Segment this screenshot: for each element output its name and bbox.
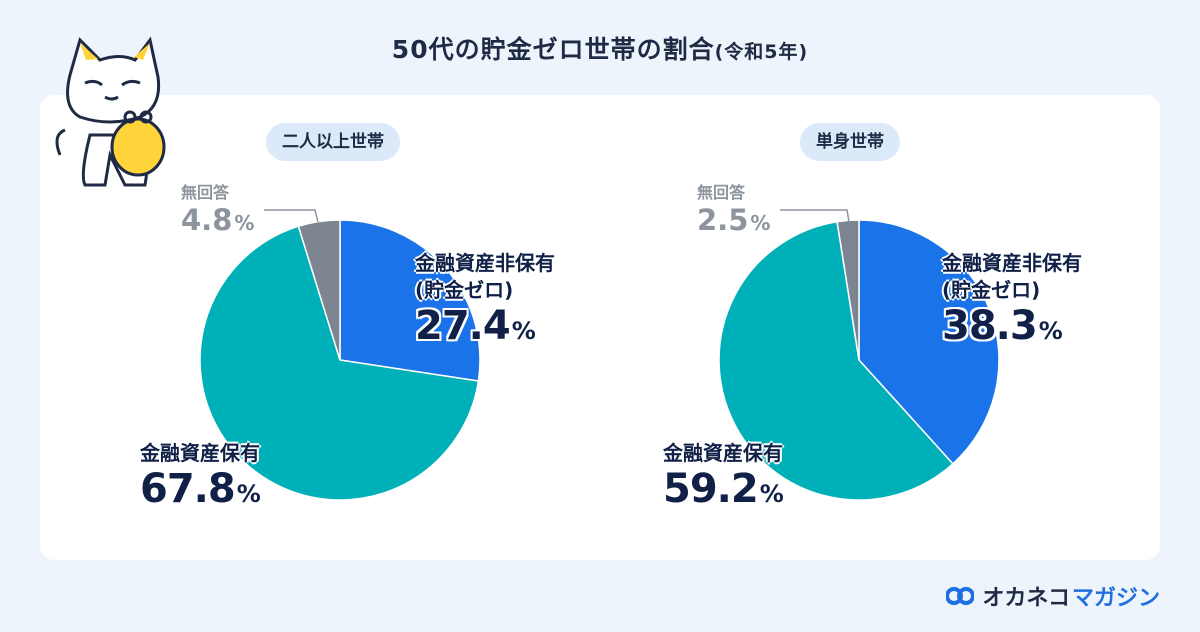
slice-value: 27.4 bbox=[415, 303, 511, 349]
chart-2-holding-label: 金融資産保有 59.2% bbox=[663, 440, 784, 516]
chart-title-main: 50代の貯金ゼロ世帯の割合 bbox=[391, 35, 715, 64]
noanswer-leader-line-1 bbox=[264, 209, 319, 223]
chart-title: 50代の貯金ゼロ世帯の割合(令和5年) bbox=[0, 30, 1200, 66]
slice-label: 金融資産保有 bbox=[663, 441, 783, 465]
slice-label-line1: 金融資産非保有 bbox=[415, 251, 555, 275]
chart-2-zero-label: 金融資産非保有 (貯金ゼロ) 38.3% bbox=[942, 250, 1082, 353]
slice-label-line1: 金融資産非保有 bbox=[942, 251, 1082, 275]
pie-slice-zero bbox=[339, 219, 481, 382]
pie-chart-single-households bbox=[718, 219, 1000, 501]
slice-unit: % bbox=[759, 480, 784, 508]
chart-2-noanswer-label: 無回答 2.5% bbox=[697, 183, 770, 240]
pie-slice-zero bbox=[858, 219, 1000, 465]
slice-label: 無回答 bbox=[697, 183, 746, 202]
pie-slice-noanswer bbox=[297, 219, 341, 361]
cat-mascot-icon bbox=[55, 36, 166, 187]
chart-1-zero-label: 金融資産非保有 (貯金ゼロ) 27.4% bbox=[415, 250, 555, 353]
slice-unit: % bbox=[234, 211, 255, 235]
chart-1-title-pill: 二人以上世帯 bbox=[266, 123, 400, 161]
okaneko-logo-icon bbox=[946, 587, 975, 605]
slice-unit: % bbox=[511, 317, 536, 345]
noanswer-leader-line-2 bbox=[780, 209, 850, 223]
chart-1-noanswer-label: 無回答 4.8% bbox=[181, 183, 254, 240]
brand-name: オカネコ bbox=[982, 586, 1070, 611]
slice-label-line2: (貯金ゼロ) bbox=[942, 278, 1041, 302]
brand-suffix: マガジン bbox=[1071, 586, 1160, 611]
chart-title-sub: (令和5年) bbox=[714, 41, 809, 63]
slice-value: 4.8 bbox=[181, 203, 233, 237]
pie-slice-holding bbox=[199, 225, 480, 501]
slice-value: 38.3 bbox=[942, 303, 1038, 349]
slice-value: 2.5 bbox=[697, 203, 749, 237]
chart-2-title-pill: 単身世帯 bbox=[800, 123, 900, 161]
slice-unit: % bbox=[236, 480, 261, 508]
slice-label: 無回答 bbox=[181, 183, 230, 202]
slice-unit: % bbox=[1038, 317, 1063, 345]
brand-logo: オカネコマガジン bbox=[946, 580, 1160, 612]
slice-value: 67.8 bbox=[140, 466, 236, 512]
slice-label: 金融資産保有 bbox=[140, 441, 260, 465]
slice-value: 59.2 bbox=[663, 466, 759, 512]
pie-slice-holding bbox=[718, 220, 954, 501]
pie-chart-two-plus-households bbox=[199, 219, 481, 501]
slice-label-line2: (貯金ゼロ) bbox=[415, 278, 514, 302]
chart-1-holding-label: 金融資産保有 67.8% bbox=[140, 440, 261, 516]
slice-unit: % bbox=[750, 211, 771, 235]
